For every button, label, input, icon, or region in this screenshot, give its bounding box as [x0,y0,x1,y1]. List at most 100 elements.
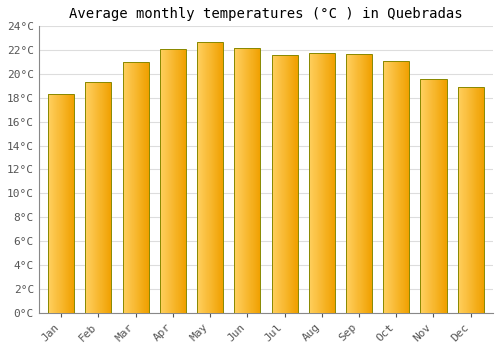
Bar [103,82,104,313]
Bar [215,42,216,313]
Bar [217,42,218,313]
Bar [357,54,358,313]
Bar [141,62,142,313]
Bar [181,49,182,313]
Bar [468,87,469,313]
Bar [122,62,123,313]
Bar [385,61,386,313]
Bar [202,42,203,313]
Bar [92,82,93,313]
Bar [138,62,139,313]
Bar [236,48,237,313]
Bar [53,94,54,313]
Bar [434,79,435,313]
Bar [252,48,253,313]
Bar [49,94,50,313]
Bar [346,54,372,313]
Bar [205,42,206,313]
Bar [315,52,316,313]
Bar [361,54,362,313]
Bar [426,79,428,313]
Bar [61,94,62,313]
Bar [348,54,349,313]
Bar [324,52,325,313]
Bar [283,55,284,313]
Bar [210,42,211,313]
Bar [323,52,324,313]
Bar [106,82,107,313]
Bar [441,79,442,313]
Bar [458,87,460,313]
Bar [104,82,105,313]
Bar [201,42,202,313]
Bar [288,55,289,313]
Bar [287,55,288,313]
Bar [297,55,298,313]
Bar [143,62,144,313]
Bar [421,79,422,313]
Bar [62,94,64,313]
Bar [445,79,446,313]
Bar [54,94,55,313]
Bar [93,82,94,313]
Bar [99,82,100,313]
Bar [313,52,314,313]
Bar [429,79,430,313]
Bar [197,42,198,313]
Bar [216,42,217,313]
Bar [101,82,102,313]
Bar [463,87,464,313]
Bar [166,49,167,313]
Bar [251,48,252,313]
Bar [394,61,395,313]
Bar [483,87,484,313]
Bar [467,87,468,313]
Bar [404,61,405,313]
Bar [73,94,74,313]
Bar [351,54,352,313]
Bar [360,54,361,313]
Bar [476,87,477,313]
Bar [175,49,176,313]
Bar [72,94,73,313]
Bar [234,48,235,313]
Bar [364,54,366,313]
Bar [474,87,475,313]
Bar [367,54,368,313]
Bar [420,79,446,313]
Bar [177,49,178,313]
Bar [277,55,278,313]
Bar [212,42,213,313]
Bar [442,79,443,313]
Bar [387,61,388,313]
Bar [125,62,126,313]
Bar [48,94,49,313]
Bar [280,55,281,313]
Bar [66,94,67,313]
Bar [439,79,440,313]
Bar [126,62,127,313]
Bar [363,54,364,313]
Bar [292,55,293,313]
Bar [123,62,124,313]
Bar [200,42,202,313]
Bar [325,52,326,313]
Bar [408,61,409,313]
Bar [312,52,313,313]
Bar [291,55,292,313]
Bar [444,79,445,313]
Bar [317,52,318,313]
Bar [67,94,68,313]
Bar [250,48,251,313]
Bar [320,52,322,313]
Bar [432,79,433,313]
Bar [58,94,59,313]
Bar [218,42,219,313]
Bar [240,48,241,313]
Bar [334,52,335,313]
Bar [386,61,387,313]
Bar [285,55,286,313]
Bar [286,55,287,313]
Bar [259,48,260,313]
Bar [97,82,98,313]
